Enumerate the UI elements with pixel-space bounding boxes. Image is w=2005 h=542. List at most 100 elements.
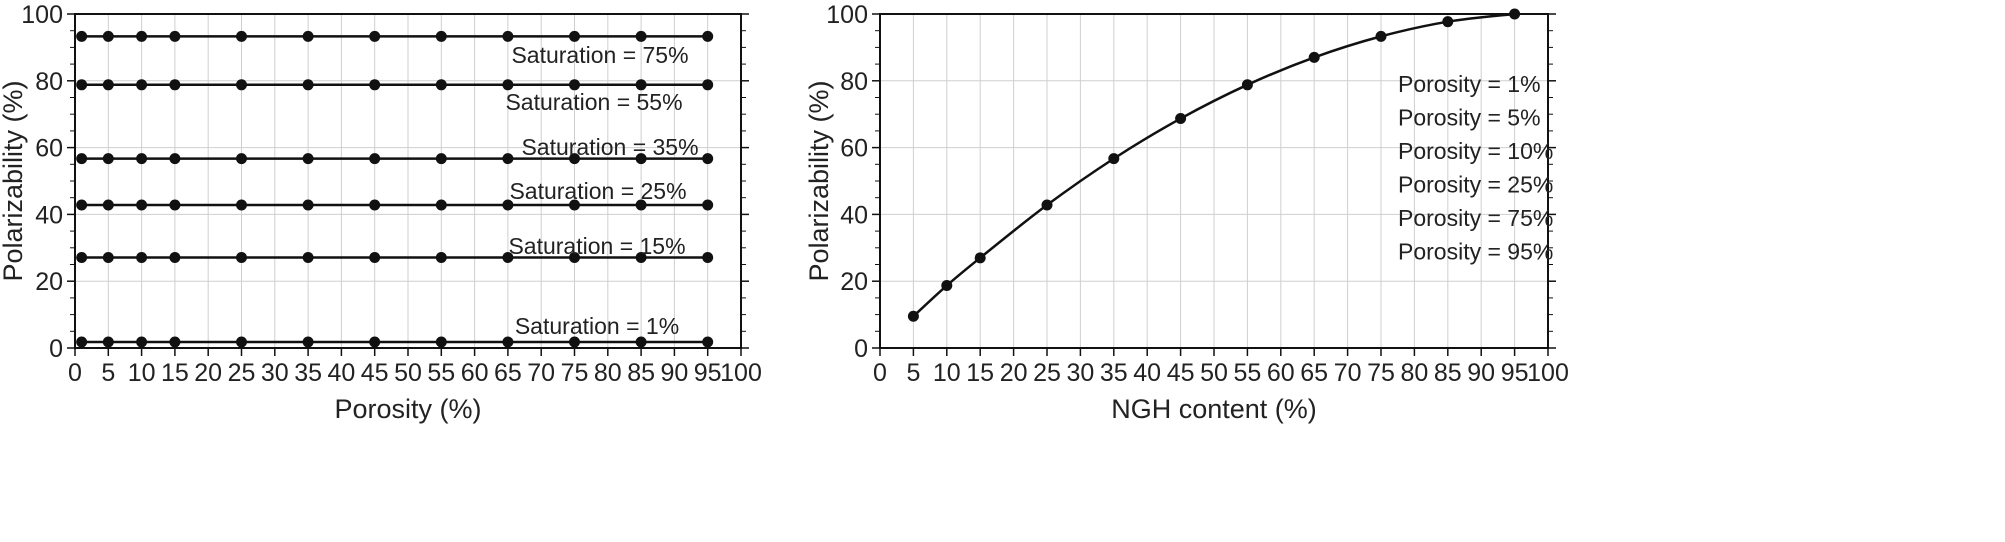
x-tick-label: 5	[906, 359, 920, 387]
series-6: Saturation = 1%	[76, 313, 714, 348]
y-tick-label: 100	[826, 1, 868, 29]
annotation-label: Porosity = 95%	[1398, 239, 1553, 265]
data-point	[369, 251, 381, 263]
x-axis-title: NGH content (%)	[1111, 394, 1317, 424]
data-point	[236, 79, 247, 91]
x-tick-label: 85	[627, 359, 655, 387]
data-point	[169, 30, 181, 42]
data-point	[302, 336, 314, 348]
x-tick-label: 75	[561, 359, 589, 387]
data-point	[169, 153, 181, 165]
data-point	[635, 336, 647, 348]
data-point	[302, 199, 314, 211]
data-point	[1442, 16, 1454, 28]
tick-labels: 0 5 10 15 20 25 30 35 40 45 50 55 60 65 70 75 80 85 90 9510…	[21, 1, 762, 387]
annotation-label: Porosity = 10%	[1398, 138, 1553, 164]
data-point	[76, 79, 88, 91]
data-point	[702, 336, 714, 348]
series-4: Saturation = 25%	[76, 178, 714, 211]
series-label: Saturation = 1%	[515, 313, 679, 339]
data-point	[302, 79, 314, 91]
x-tick-label: 95	[694, 359, 722, 387]
series-1: Saturation = 75%	[76, 30, 714, 68]
x-tick-label: 25	[228, 359, 256, 387]
data-point	[1041, 199, 1053, 211]
data-point	[302, 30, 314, 42]
x-tick-label: 100	[720, 359, 762, 387]
data-point	[1308, 51, 1320, 63]
data-point	[435, 336, 447, 348]
data-point	[941, 280, 953, 292]
x-tick-label: 50	[394, 359, 422, 387]
x-tick-label: 5	[101, 359, 115, 387]
data-point	[907, 310, 919, 322]
x-tick-label: 65	[1300, 359, 1328, 387]
data-point	[1375, 30, 1387, 42]
data-point	[136, 153, 148, 165]
data-point	[102, 153, 114, 165]
data-point	[369, 336, 381, 348]
x-tick-label: 20	[1000, 359, 1028, 387]
data-point	[702, 79, 714, 91]
y-tick-label: 20	[35, 268, 63, 296]
data-point	[369, 79, 381, 91]
data-point	[502, 30, 514, 42]
x-tick-label: 85	[1434, 359, 1462, 387]
data-point	[169, 199, 181, 211]
data-point	[369, 30, 381, 42]
data-point	[502, 336, 514, 348]
x-tick-label: 35	[294, 359, 322, 387]
data-point	[502, 199, 514, 211]
data-point	[102, 79, 114, 91]
data-point	[435, 79, 447, 91]
x-tick-label: 60	[1267, 359, 1295, 387]
data-point	[635, 251, 647, 263]
data-point	[502, 251, 514, 263]
ticks	[67, 13, 749, 356]
series-1	[907, 8, 1521, 322]
x-tick-label: 70	[1334, 359, 1362, 387]
annotation-label: Porosity = 1%	[1398, 71, 1541, 97]
data-point	[76, 336, 88, 348]
data-point	[236, 153, 247, 165]
data-point	[236, 30, 247, 42]
data-point	[302, 251, 314, 263]
x-tick-label: 90	[1467, 359, 1495, 387]
x-tick-label: 90	[660, 359, 688, 387]
data-point	[169, 336, 181, 348]
data-point	[102, 199, 114, 211]
annotations: Porosity = 1% Porosity = 5% Porosity = 10%…	[1398, 71, 1553, 265]
data-point	[136, 30, 148, 42]
data-point	[435, 153, 447, 165]
tick-labels: 0 5 10 15 20 25 30 35 40 45 50 55 60 65 70 75 80 85 90 9510…	[826, 1, 1569, 387]
data-point	[435, 251, 447, 263]
x-tick-label: 70	[527, 359, 555, 387]
data-point	[1241, 79, 1253, 91]
data-point	[102, 30, 114, 42]
data-point	[236, 199, 247, 211]
x-tick-label: 100	[1527, 359, 1569, 387]
data-point	[1108, 153, 1120, 165]
chart-2: 0 5 10 15 20 25 30 35 40 45 50 55 60 65 70 75 80 85 90 9510…	[804, 1, 1569, 424]
data-point	[569, 336, 580, 348]
x-tick-label: 0	[68, 359, 82, 387]
data-point	[1175, 113, 1187, 125]
x-tick-label: 65	[494, 359, 522, 387]
data-point	[369, 199, 381, 211]
data-point	[702, 199, 714, 211]
y-tick-label: 80	[35, 68, 63, 96]
data-point	[435, 30, 447, 42]
x-tick-label: 60	[461, 359, 489, 387]
x-tick-label: 55	[1233, 359, 1261, 387]
data-point	[236, 251, 247, 263]
x-tick-label: 15	[966, 359, 994, 387]
x-tick-label: 40	[1133, 359, 1161, 387]
series-5: Saturation = 15%	[76, 233, 714, 263]
data-point	[136, 199, 148, 211]
data-point	[369, 153, 381, 165]
y-axis-title: Polarizability (%)	[804, 80, 834, 281]
data-point	[569, 199, 580, 211]
data-point	[76, 251, 88, 263]
x-tick-label: 20	[194, 359, 222, 387]
